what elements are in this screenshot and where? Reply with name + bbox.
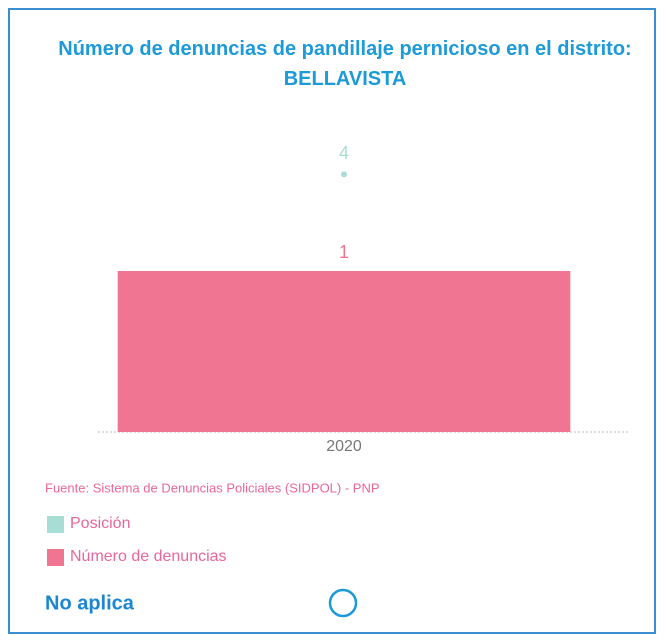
bar [117,271,571,432]
data-label: 1 [339,242,349,262]
legend-label: Posición [70,515,130,532]
status-icon[interactable] [328,588,358,618]
data-label: 4 [339,143,349,163]
legend-swatch [47,549,64,566]
frame [8,8,656,634]
x-tick-label: 2020 [326,438,362,455]
point [341,171,347,178]
source: Fuente: Sistema de Denuncias Policiales … [45,480,380,495]
chart-title: Número de denuncias de pandillaje pernic… [58,38,632,90]
legend-swatch [47,516,64,533]
legend-label: Número de denuncias [70,548,227,565]
status-text: No aplica [45,592,135,614]
